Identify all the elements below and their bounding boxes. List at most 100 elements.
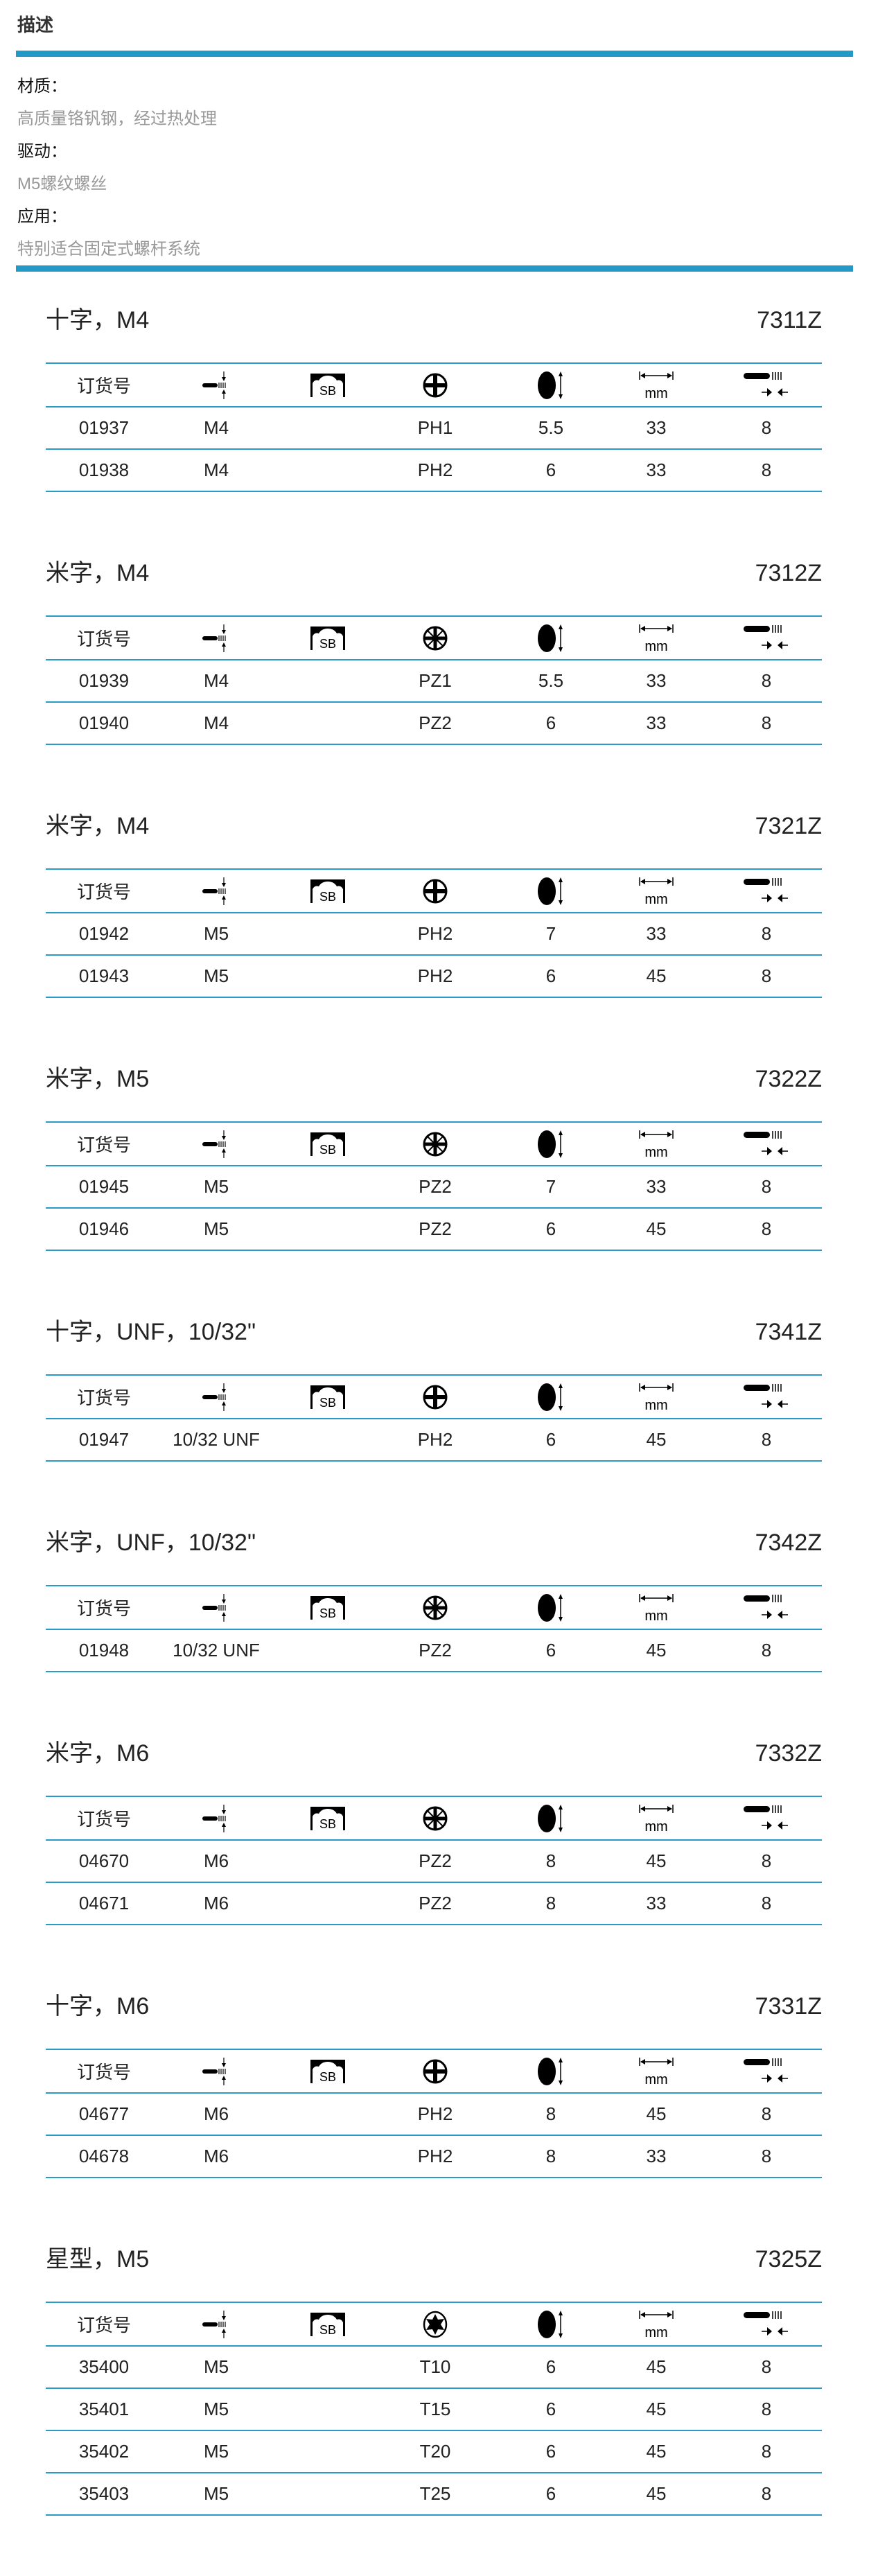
section-header: 十字，M4 7311Z (46, 299, 822, 341)
cell-sb (269, 2094, 387, 2135)
sb-icon: SB (269, 1376, 387, 1418)
phillips-drive-icon (376, 2050, 494, 2092)
table-header-row: 订货号 SB mm (46, 870, 822, 913)
sb-icon: SB (269, 1586, 387, 1629)
cell-drive-size: PZ1 (419, 670, 452, 691)
cell-length: 45 (646, 2441, 667, 2462)
table-row: 01939 M4 PZ1 5.5 33 8 (46, 660, 822, 703)
cell-sb (269, 1883, 387, 1924)
sb-icon: SB (269, 2303, 387, 2345)
product-section: 米字，M4 7312Z 订货号 SB mm 01939 M4 PZ1 5.5 33 8 01940 M4… (46, 552, 822, 745)
table-row: 04678 M6 PH2 8 33 8 (46, 2136, 822, 2178)
cell-thread-size: M5 (203, 2356, 229, 2377)
cell-sb (269, 1209, 387, 1250)
cell-order-number: 01946 (78, 1218, 130, 1239)
cell-thread-size: M6 (203, 1893, 229, 1913)
phillips-drive-icon (376, 364, 494, 406)
diameter-icon (492, 1376, 610, 1418)
svg-text:SB: SB (319, 384, 336, 397)
section-code: 7332Z (755, 1740, 822, 1767)
table-header-row: 订货号 SB mm (46, 1797, 822, 1841)
section-header: 十字，UNF，10/32" 7341Z (46, 1311, 822, 1353)
cell-length: 45 (646, 2483, 667, 2504)
phillips-drive-icon (376, 870, 494, 912)
header-order-no: 订货号 (76, 376, 131, 396)
cell-order-number: 01947 (78, 1429, 130, 1450)
cell-order-number: 01939 (78, 670, 130, 691)
section-title: 米字，M5 (46, 1066, 150, 1092)
cell-length: 33 (646, 923, 667, 944)
sb-icon: SB (269, 870, 387, 912)
cell-diameter: 6 (545, 2483, 556, 2504)
cell-thread-size: M5 (203, 2399, 229, 2419)
material-value: 高质量铬钒钢，经过热处理 (17, 109, 217, 128)
section-header: 米字，M6 7332Z (46, 1733, 822, 1774)
diameter-icon (492, 1123, 610, 1165)
drive-value: M5螺纹螺丝 (17, 175, 107, 193)
cell-drive-size: PH2 (417, 1429, 453, 1450)
diameter-icon (492, 617, 610, 659)
cell-diameter: 6 (545, 2356, 556, 2377)
cell-shank-size: 8 (761, 2399, 772, 2419)
product-table: 订货号 SB mm 35400 M5 T10 6 45 8 35401 M5 T15 6 45 8 35402… (46, 2302, 822, 2516)
sb-icon: SB (269, 364, 387, 406)
cell-shank-size: 8 (761, 1429, 772, 1450)
product-table: 订货号 SB mm 01937 M4 PH1 5.5 33 8 01938 M4 PH2 6 33 8 (46, 362, 822, 492)
thread-size-icon (157, 1376, 275, 1418)
cell-sb (269, 2473, 387, 2514)
cell-sb (269, 450, 387, 491)
table-header-row: 订货号 SB mm (46, 2303, 822, 2347)
pozidriv-drive-icon (376, 1586, 494, 1629)
shank-icon (708, 364, 825, 406)
cell-thread-size: M5 (203, 1218, 229, 1239)
cell-length: 33 (646, 712, 667, 733)
cell-thread-size: M5 (203, 965, 229, 986)
cell-sb (269, 660, 387, 701)
table-row: 01942 M5 PH2 7 33 8 (46, 913, 822, 956)
cell-thread-size: M4 (203, 670, 229, 691)
table-header-row: 订货号 SB mm (46, 1123, 822, 1166)
thread-size-icon (157, 2303, 275, 2345)
diameter-icon (492, 2303, 610, 2345)
svg-text:mm: mm (644, 1145, 667, 1159)
header-order-no: 订货号 (76, 629, 131, 649)
length-mm-icon: mm (597, 364, 715, 406)
section-title: 十字，M6 (46, 1993, 150, 2019)
cell-drive-size: T25 (419, 2483, 451, 2504)
table-header-row: 订货号 SB mm (46, 617, 822, 660)
cell-shank-size: 8 (761, 2441, 772, 2462)
product-table: 订货号 SB mm 01947 10/32 UNF PH2 6 45 8 (46, 1374, 822, 1462)
cell-diameter: 8 (545, 1893, 556, 1913)
length-mm-icon: mm (597, 1586, 715, 1629)
table-row: 01947 10/32 UNF PH2 6 45 8 (46, 1419, 822, 1462)
drive-label: 驱动： (17, 142, 67, 161)
cell-diameter: 7 (545, 1176, 556, 1197)
cell-length: 45 (646, 965, 667, 986)
table-row: 35403 M5 T25 6 45 8 (46, 2473, 822, 2516)
cell-order-number: 01940 (78, 712, 130, 733)
cell-drive-size: PZ2 (419, 1176, 452, 1197)
section-code: 7312Z (755, 560, 822, 586)
cell-shank-size: 8 (761, 1218, 772, 1239)
cell-length: 45 (646, 1850, 667, 1871)
section-title: 米字，UNF，10/32" (46, 1530, 256, 1556)
product-table: 订货号 SB mm 01948 10/32 UNF PZ2 6 45 8 (46, 1585, 822, 1672)
cell-length: 33 (646, 417, 667, 438)
svg-text:mm: mm (644, 639, 667, 654)
cell-length: 33 (646, 670, 667, 691)
cell-sb (269, 408, 387, 448)
sb-icon: SB (269, 617, 387, 659)
cell-sb (269, 1419, 387, 1460)
section-code: 7321Z (755, 813, 822, 839)
pozidriv-drive-icon (376, 1123, 494, 1165)
cell-shank-size: 8 (761, 670, 772, 691)
pozidriv-drive-icon (376, 1797, 494, 1839)
thread-size-icon (157, 364, 275, 406)
shank-icon (708, 2050, 825, 2092)
cell-order-number: 35402 (78, 2441, 130, 2462)
section-title: 米字，M6 (46, 1740, 150, 1767)
torx-drive-icon (376, 2303, 494, 2345)
cell-order-number: 01942 (78, 923, 130, 944)
thread-size-icon (157, 1123, 275, 1165)
product-section: 星型，M5 7325Z 订货号 SB mm 35400 M5 T10 6 45 8 35401 M5 T1… (46, 2238, 822, 2516)
